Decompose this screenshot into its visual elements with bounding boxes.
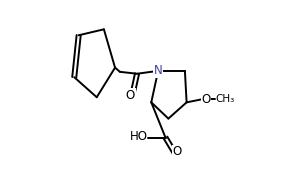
Text: CH₃: CH₃ bbox=[215, 95, 234, 104]
Text: HO: HO bbox=[130, 130, 148, 143]
Text: N: N bbox=[154, 64, 162, 77]
Text: O: O bbox=[201, 93, 211, 106]
Text: O: O bbox=[172, 145, 181, 158]
Text: O: O bbox=[126, 88, 135, 101]
